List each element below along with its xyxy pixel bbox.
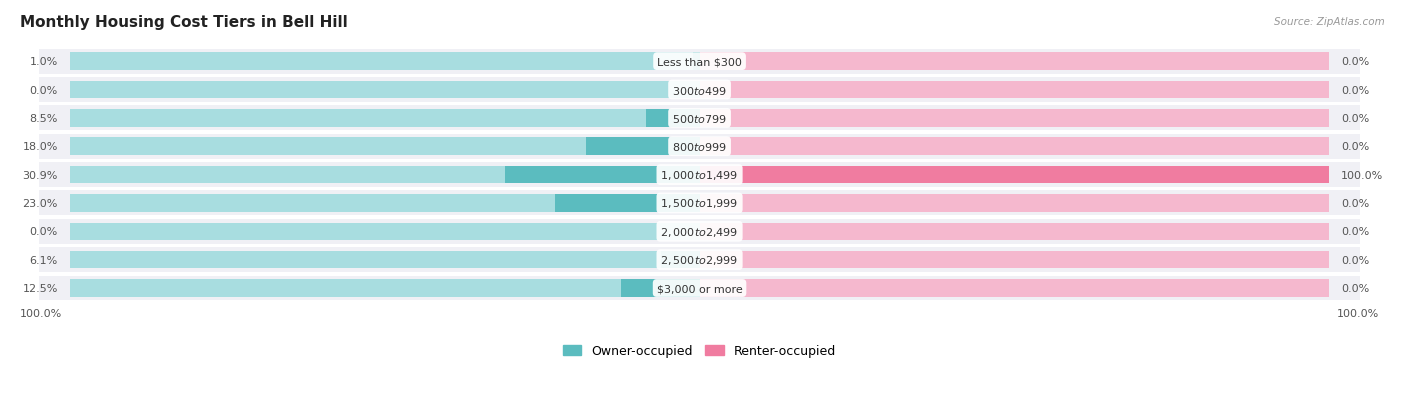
Bar (700, 195, 1329, 212)
Bar (700, 166, 1329, 184)
Bar (39, 163, 1360, 188)
Text: 1.0%: 1.0% (30, 57, 58, 67)
Bar (700, 280, 1329, 297)
Text: 0.0%: 0.0% (1341, 57, 1369, 67)
Text: 30.9%: 30.9% (22, 170, 58, 180)
Text: 0.0%: 0.0% (1341, 227, 1369, 237)
Text: 0.0%: 0.0% (1341, 114, 1369, 123)
Bar (700, 138, 1329, 156)
Text: Less than $300: Less than $300 (657, 57, 742, 67)
Text: $1,000 to $1,499: $1,000 to $1,499 (661, 169, 738, 182)
Text: 12.5%: 12.5% (22, 283, 58, 293)
Bar (621, 280, 700, 297)
Text: 100.0%: 100.0% (20, 309, 62, 319)
Text: 0.0%: 0.0% (1341, 199, 1369, 209)
Bar (39, 106, 1360, 131)
Bar (586, 138, 700, 156)
Text: 23.0%: 23.0% (22, 199, 58, 209)
Bar (555, 195, 700, 212)
Bar (70, 195, 700, 212)
Text: $1,500 to $1,999: $1,500 to $1,999 (661, 197, 738, 210)
Bar (647, 110, 700, 127)
Bar (70, 223, 700, 240)
Bar (700, 223, 1329, 240)
Bar (39, 50, 1360, 74)
Text: 100.0%: 100.0% (1337, 309, 1379, 319)
Bar (700, 110, 1329, 127)
Text: $2,000 to $2,499: $2,000 to $2,499 (661, 225, 738, 238)
Bar (39, 191, 1360, 216)
Bar (39, 247, 1360, 273)
Bar (70, 166, 700, 184)
Text: Monthly Housing Cost Tiers in Bell Hill: Monthly Housing Cost Tiers in Bell Hill (20, 15, 347, 30)
Text: 0.0%: 0.0% (30, 85, 58, 95)
Text: $2,500 to $2,999: $2,500 to $2,999 (661, 254, 738, 266)
Bar (505, 166, 700, 184)
Bar (39, 219, 1360, 244)
Bar (700, 53, 1329, 71)
Text: $800 to $999: $800 to $999 (672, 141, 727, 153)
Text: 0.0%: 0.0% (1341, 283, 1369, 293)
Bar (70, 81, 700, 99)
Text: $300 to $499: $300 to $499 (672, 84, 727, 96)
Bar (70, 280, 700, 297)
Text: $3,000 or more: $3,000 or more (657, 283, 742, 293)
Bar (700, 81, 1329, 99)
Text: $500 to $799: $500 to $799 (672, 113, 727, 125)
Legend: Owner-occupied, Renter-occupied: Owner-occupied, Renter-occupied (558, 339, 841, 363)
Text: 8.5%: 8.5% (30, 114, 58, 123)
Bar (39, 276, 1360, 301)
Bar (70, 110, 700, 127)
Text: 6.1%: 6.1% (30, 255, 58, 265)
Bar (700, 166, 1329, 184)
Bar (661, 251, 700, 269)
Bar (693, 53, 700, 71)
Bar (39, 134, 1360, 159)
Bar (70, 251, 700, 269)
Bar (39, 78, 1360, 103)
Bar (70, 53, 700, 71)
Text: 0.0%: 0.0% (1341, 255, 1369, 265)
Text: 100.0%: 100.0% (1341, 170, 1384, 180)
Text: 0.0%: 0.0% (1341, 142, 1369, 152)
Text: 0.0%: 0.0% (30, 227, 58, 237)
Bar (70, 138, 700, 156)
Text: Source: ZipAtlas.com: Source: ZipAtlas.com (1274, 17, 1385, 26)
Text: 0.0%: 0.0% (1341, 85, 1369, 95)
Bar (700, 251, 1329, 269)
Text: 18.0%: 18.0% (22, 142, 58, 152)
